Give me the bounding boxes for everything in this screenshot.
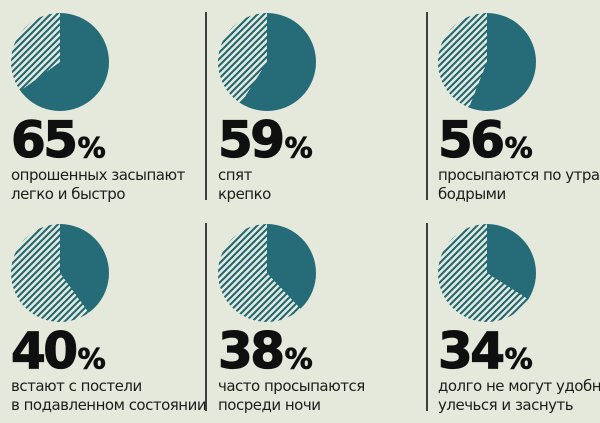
stat-description-line: в подавленном состоянии (11, 396, 207, 414)
stat-cell: 38% часто просыпаются посреди ночи (205, 211, 426, 423)
stat-cell: 65% опрошенных засыпают легко и быстро (0, 0, 205, 211)
stat-cell: 34% долго не могут удобно улечься и засну… (426, 211, 600, 423)
percent-sign: % (504, 342, 533, 376)
stat-value: 40% (10, 325, 205, 376)
stat-description: встают с постели в подавленном состоянии (11, 377, 207, 415)
stat-number: 38 (217, 322, 285, 380)
stat-description-line: встают с постели (11, 377, 142, 395)
stat-description: долго не могут удобно улечься и заснуть (438, 377, 600, 415)
stat-description-line: спят (218, 166, 252, 184)
stat-description: просыпаются по утрам бодрыми (438, 166, 600, 204)
pie-chart (438, 13, 536, 111)
stat-value: 56% (437, 114, 600, 165)
column-divider (426, 223, 428, 411)
column-divider (205, 12, 207, 200)
column-divider (426, 12, 428, 200)
stat-description: спят крепко (218, 166, 426, 204)
stat-value: 38% (217, 325, 426, 376)
stat-description-line: долго не могут удобно (438, 377, 600, 395)
stat-description: часто просыпаются посреди ночи (218, 377, 426, 415)
stat-value: 65% (10, 114, 205, 165)
stat-cell: 40% встают с постели в подавленном состоя… (0, 211, 207, 423)
stat-description-line: опрошенных засыпают (11, 166, 185, 184)
stat-description-line: посреди ночи (218, 396, 321, 414)
stat-cell: 59% спят крепко (205, 0, 426, 211)
column-divider (205, 223, 207, 411)
stat-description: опрошенных засыпают легко и быстро (11, 166, 205, 204)
stat-value: 59% (217, 114, 426, 165)
stat-description-line: улечься и заснуть (438, 396, 574, 414)
stat-description-line: легко и быстро (11, 185, 126, 203)
stat-number: 65 (10, 111, 78, 169)
percent-sign: % (504, 131, 533, 165)
stat-number: 59 (217, 111, 285, 169)
stat-description-line: крепко (218, 185, 271, 203)
stat-number: 40 (10, 322, 78, 380)
stat-description-line: часто просыпаются (218, 377, 365, 395)
stat-value: 34% (437, 325, 600, 376)
stat-number: 34 (437, 322, 505, 380)
pie-chart (11, 224, 109, 322)
stat-description-line: бодрыми (438, 185, 506, 203)
percent-sign: % (77, 131, 106, 165)
stat-number: 56 (437, 111, 505, 169)
pie-chart (11, 13, 109, 111)
pie-chart (438, 224, 536, 322)
pie-chart (218, 13, 316, 111)
percent-sign: % (77, 342, 106, 376)
pie-chart (218, 224, 316, 322)
percent-sign: % (284, 131, 313, 165)
stat-cell: 56% просыпаются по утрам бодрыми (426, 0, 600, 211)
stat-description-line: просыпаются по утрам (438, 166, 600, 184)
percent-sign: % (284, 342, 313, 376)
